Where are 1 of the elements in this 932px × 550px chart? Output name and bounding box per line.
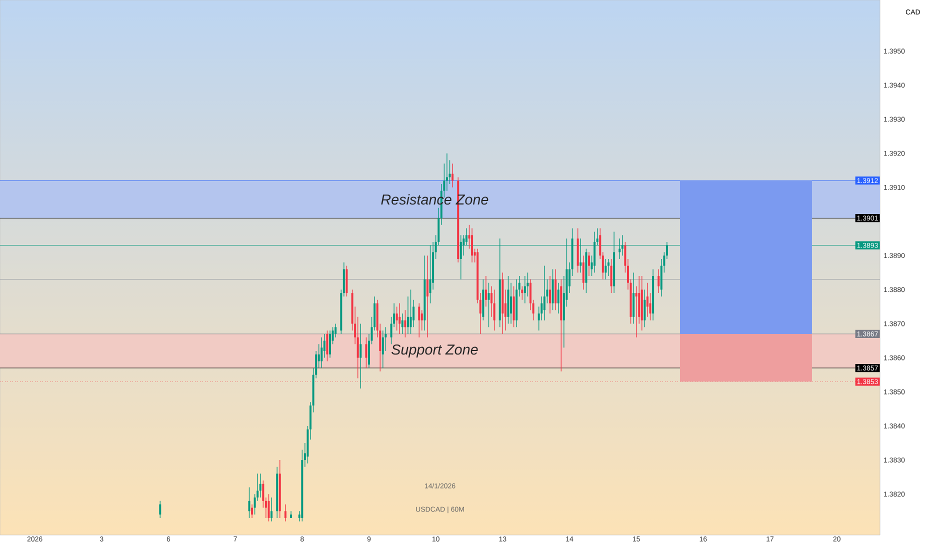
band-label: Support Zone [392, 344, 478, 358]
